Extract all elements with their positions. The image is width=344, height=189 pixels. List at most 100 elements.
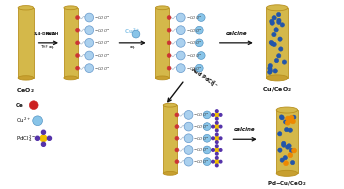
Text: $-COO^-$: $-COO^-$ [193,158,210,165]
Text: $-COO^-$: $-COO^-$ [186,27,203,34]
Circle shape [33,116,42,126]
Circle shape [282,60,287,64]
Circle shape [219,114,222,116]
Text: calcine: calcine [234,127,256,132]
Ellipse shape [276,107,298,113]
Circle shape [76,28,79,32]
Circle shape [292,115,296,119]
Text: $-COO^-$: $-COO^-$ [186,39,203,46]
Text: $-COO^-$: $-COO^-$ [94,39,111,46]
Circle shape [175,136,179,140]
Circle shape [76,41,79,45]
Circle shape [215,136,219,140]
Text: $-COO^-$: $-COO^-$ [94,52,111,59]
Circle shape [195,64,203,72]
Text: aq.: aq. [129,45,136,49]
Circle shape [212,125,214,128]
Circle shape [215,129,218,132]
Circle shape [76,15,79,19]
Circle shape [215,153,218,155]
Circle shape [282,143,286,147]
Ellipse shape [276,170,298,176]
Circle shape [215,145,218,147]
Circle shape [283,156,288,160]
Circle shape [270,21,275,25]
Ellipse shape [64,6,77,10]
Text: $-COO^-$: $-COO^-$ [94,27,111,34]
Circle shape [167,41,171,45]
Circle shape [287,144,291,148]
Text: NaOH: NaOH [46,32,59,36]
Text: aq.: aq. [49,45,55,49]
Circle shape [270,42,275,46]
Circle shape [283,161,289,166]
Circle shape [203,158,211,166]
Circle shape [176,64,185,73]
Text: $\mathbf{CeO_2}$: $\mathbf{CeO_2}$ [17,86,35,95]
Text: 3,4-DHCA: 3,4-DHCA [33,32,55,36]
Circle shape [215,148,219,152]
Circle shape [268,66,272,70]
Circle shape [286,145,290,149]
FancyBboxPatch shape [276,110,298,173]
Circle shape [197,14,205,21]
Circle shape [203,123,211,130]
Circle shape [219,149,222,151]
Circle shape [286,116,290,121]
Circle shape [287,118,292,123]
Circle shape [184,122,193,131]
Ellipse shape [163,103,177,107]
Ellipse shape [18,76,34,80]
Text: $-COO^-$: $-COO^-$ [193,135,210,142]
Circle shape [132,30,140,38]
Circle shape [167,15,171,19]
Ellipse shape [64,76,77,80]
Circle shape [272,42,276,46]
Ellipse shape [155,76,169,80]
Circle shape [29,101,38,110]
Text: $\mathrm{PdCl_4^{2-}}$: $\mathrm{PdCl_4^{2-}}$ [16,133,36,144]
Circle shape [212,114,214,116]
Circle shape [270,19,274,24]
Circle shape [289,148,293,153]
Text: $\mathbf{Pd\!-\!Cu/CeO_2}$: $\mathbf{Pd\!-\!Cu/CeO_2}$ [267,179,307,188]
Circle shape [290,160,295,165]
Circle shape [195,26,203,34]
Circle shape [288,153,293,158]
Circle shape [277,20,281,24]
Circle shape [184,146,193,154]
Circle shape [76,53,79,57]
Text: $-COO^-$: $-COO^-$ [94,14,111,21]
Circle shape [176,51,185,60]
Circle shape [280,115,284,120]
Circle shape [269,40,273,45]
Circle shape [268,69,272,73]
Circle shape [215,160,219,164]
Circle shape [292,148,297,153]
Circle shape [203,111,211,119]
Circle shape [278,132,282,136]
Circle shape [280,23,284,27]
Text: $-COO^-$: $-COO^-$ [186,14,203,21]
Text: $-COO^-$: $-COO^-$ [193,111,210,119]
Ellipse shape [155,6,169,10]
Circle shape [278,37,282,41]
Circle shape [85,13,94,22]
Circle shape [277,18,281,22]
Text: $-COO^-$: $-COO^-$ [186,52,203,59]
Circle shape [203,146,211,154]
Circle shape [288,128,292,132]
Circle shape [212,160,214,163]
Circle shape [85,26,94,35]
Circle shape [215,125,219,129]
Text: THF: THF [41,45,49,49]
Circle shape [41,142,45,146]
Ellipse shape [163,171,177,175]
Circle shape [184,111,193,119]
Circle shape [272,32,276,37]
Circle shape [76,66,79,70]
Circle shape [195,39,203,47]
Circle shape [268,70,272,74]
Circle shape [280,158,284,162]
Ellipse shape [267,5,288,11]
